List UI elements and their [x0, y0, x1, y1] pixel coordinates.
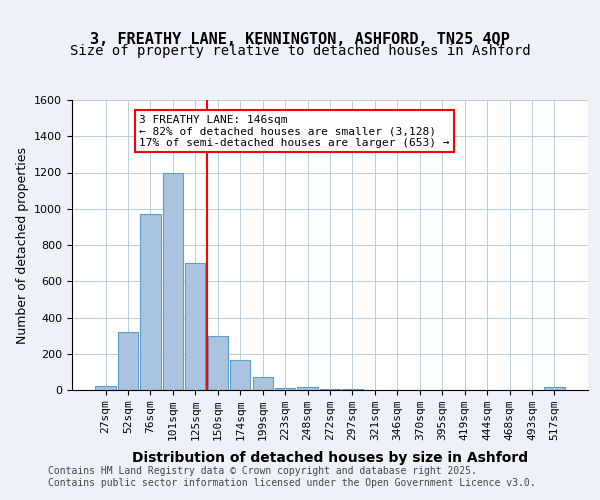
Bar	[275, 388, 295, 390]
Text: Contains HM Land Registry data © Crown copyright and database right 2025.
Contai: Contains HM Land Registry data © Crown c…	[48, 466, 536, 487]
Text: Size of property relative to detached houses in Ashford: Size of property relative to detached ho…	[70, 44, 530, 58]
Bar	[118, 332, 138, 390]
Bar	[95, 386, 116, 390]
Bar	[298, 386, 317, 390]
Bar	[343, 389, 362, 390]
Bar	[544, 388, 565, 390]
Bar	[253, 378, 273, 390]
Bar	[208, 336, 228, 390]
Text: 3 FREATHY LANE: 146sqm
← 82% of detached houses are smaller (3,128)
17% of semi-: 3 FREATHY LANE: 146sqm ← 82% of detached…	[139, 114, 450, 148]
Bar	[230, 360, 250, 390]
Bar	[163, 172, 183, 390]
Bar	[185, 263, 205, 390]
Bar	[320, 389, 340, 390]
Text: 3, FREATHY LANE, KENNINGTON, ASHFORD, TN25 4QP: 3, FREATHY LANE, KENNINGTON, ASHFORD, TN…	[90, 32, 510, 48]
X-axis label: Distribution of detached houses by size in Ashford: Distribution of detached houses by size …	[132, 452, 528, 466]
Bar	[140, 214, 161, 390]
Y-axis label: Number of detached properties: Number of detached properties	[16, 146, 29, 344]
